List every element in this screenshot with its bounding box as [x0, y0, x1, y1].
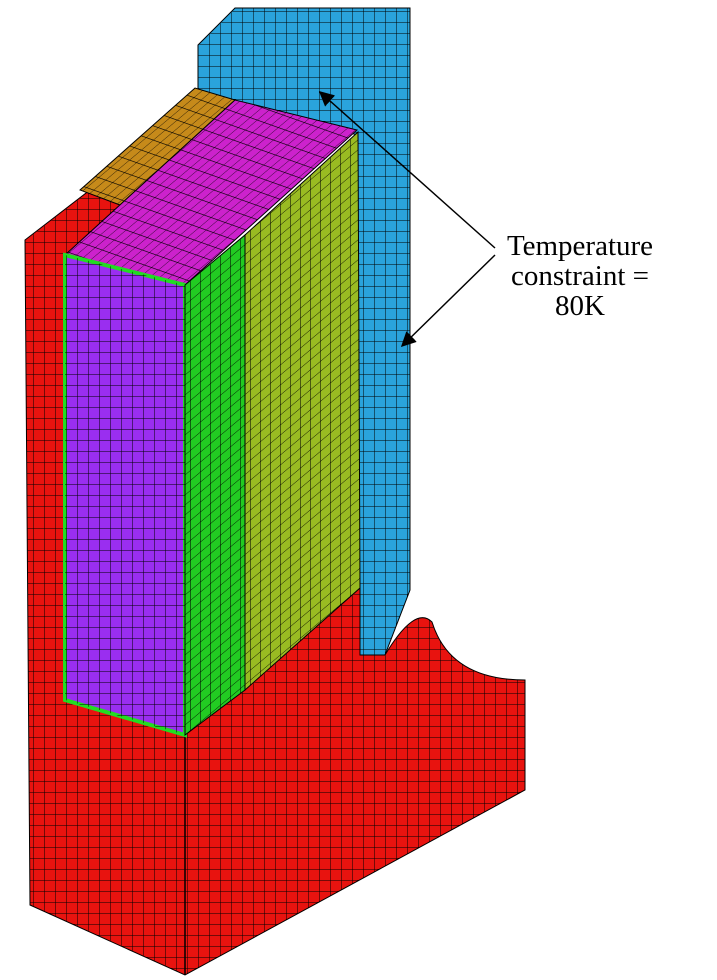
- green-side: [185, 235, 245, 735]
- mesh-figure: Temperature constraint = 80K: [0, 0, 717, 980]
- purple-front: [65, 255, 185, 735]
- page: Temperature constraint = 80K (() => { co…: [0, 0, 717, 980]
- annotation-line: 80K: [555, 290, 605, 322]
- annotation-line: Temperature: [507, 230, 653, 262]
- annotation-line: constraint =: [511, 260, 649, 292]
